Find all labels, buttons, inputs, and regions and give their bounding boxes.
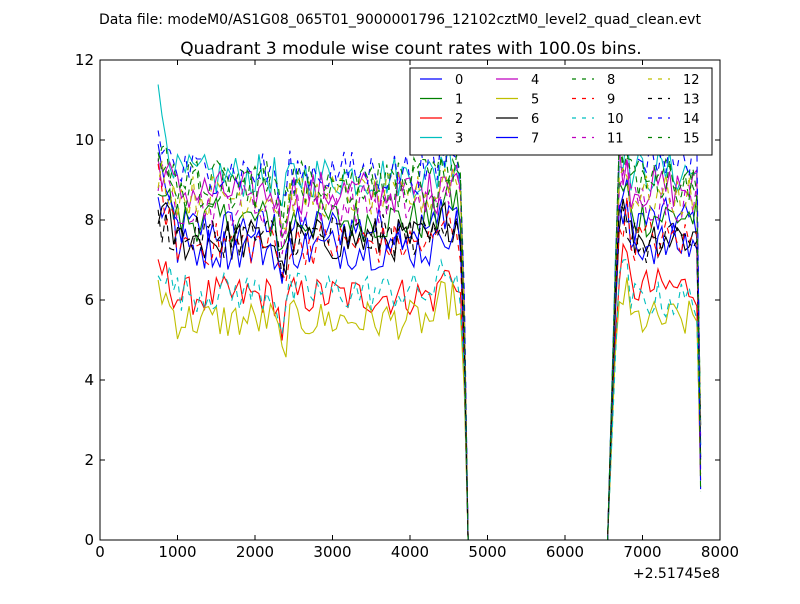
- legend-label-11: 11: [607, 132, 624, 147]
- y-tick-label: 2: [84, 451, 94, 469]
- legend-label-4: 4: [531, 73, 539, 88]
- x-tick-label: 1000: [158, 543, 196, 561]
- legend-label-5: 5: [531, 93, 539, 108]
- legend-label-3: 3: [455, 132, 463, 147]
- chart-title: Quadrant 3 module wise count rates with …: [180, 39, 641, 59]
- series-line-7: [157, 144, 702, 541]
- x-tick-label: 0: [95, 543, 105, 561]
- axis-ticks: 0 1000 2000 3000 4000 5000 6000 7000 80000246810…: [75, 51, 739, 561]
- legend-label-0: 0: [455, 73, 463, 88]
- x-tick-label: 7000: [623, 543, 661, 561]
- x-tick-label: 5000: [468, 543, 506, 561]
- series-line-2: [157, 242, 702, 541]
- legend-label-10: 10: [607, 112, 624, 127]
- series-line-12: [157, 160, 702, 541]
- legend-label-8: 8: [607, 73, 615, 88]
- legend-box: [409, 67, 713, 156]
- x-tick-label: 6000: [546, 543, 584, 561]
- y-tick-label: 6: [84, 291, 94, 309]
- x-offset-label: +2.51745e8: [633, 566, 720, 582]
- series-line-13: [157, 205, 702, 541]
- legend-label-14: 14: [683, 112, 700, 127]
- legend-label-7: 7: [531, 132, 539, 147]
- series-line-5: [157, 277, 702, 541]
- y-tick-label: 0: [84, 531, 94, 549]
- legend-label-15: 15: [683, 132, 700, 147]
- x-tick-label: 2000: [236, 543, 274, 561]
- legend-label-1: 1: [455, 93, 463, 108]
- figure-suptitle: Data file: modeM0/AS1G08_065T01_90000017…: [99, 12, 701, 28]
- legend-label-6: 6: [531, 112, 539, 127]
- plot-lines: [157, 84, 702, 541]
- legend-label-2: 2: [455, 112, 463, 127]
- series-line-3: [157, 84, 702, 541]
- y-tick-label: 10: [75, 131, 94, 149]
- legend-label-9: 9: [607, 93, 615, 108]
- series-line-10: [157, 258, 702, 541]
- series-line-8: [157, 136, 702, 541]
- y-tick-label: 8: [84, 211, 94, 229]
- series-line-11: [157, 157, 702, 541]
- y-tick-label: 12: [75, 51, 94, 69]
- y-tick-label: 4: [84, 371, 94, 389]
- series-line-1: [157, 178, 702, 541]
- legend-label-12: 12: [683, 73, 700, 88]
- x-tick-label: 3000: [313, 543, 351, 561]
- x-tick-label: 8000: [701, 543, 739, 561]
- legend-label-13: 13: [683, 93, 700, 108]
- series-line-6: [157, 198, 702, 541]
- x-tick-label: 4000: [391, 543, 429, 561]
- series-line-9: [157, 163, 702, 541]
